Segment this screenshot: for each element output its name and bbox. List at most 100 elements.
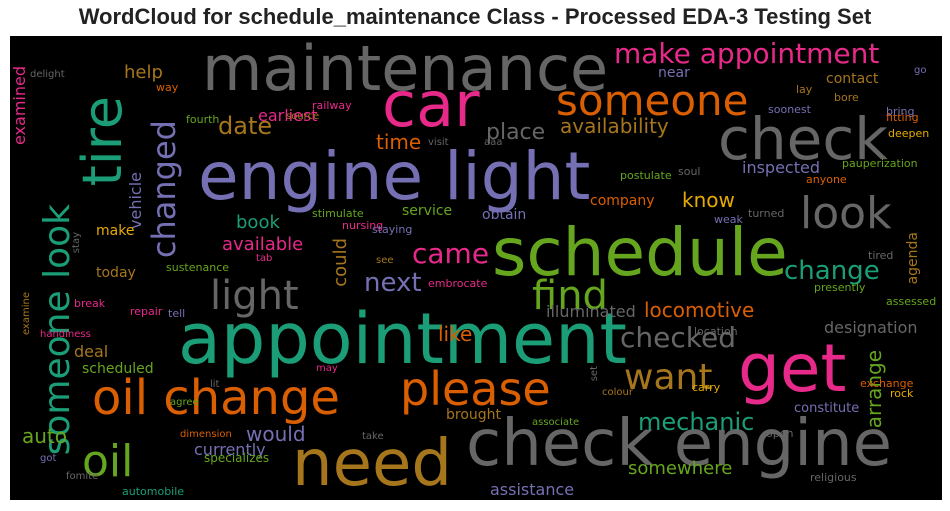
word: source — [286, 111, 320, 122]
word: book — [236, 212, 280, 233]
word: agenda — [905, 232, 921, 285]
word: religious — [810, 471, 857, 484]
word: brought — [446, 407, 502, 423]
word: inspected — [742, 158, 820, 177]
word: check engine — [466, 407, 892, 481]
word: turned — [748, 207, 785, 220]
word: way — [156, 81, 179, 94]
word: somewhere — [628, 458, 733, 479]
word: dimension — [180, 429, 232, 440]
word: illuminated — [546, 302, 636, 321]
chart-title: WordCloud for schedule_maintenance Class… — [78, 4, 872, 29]
word: open — [766, 427, 794, 440]
word: assistance — [490, 480, 575, 499]
word: time — [376, 130, 422, 154]
word: go — [914, 65, 927, 76]
word: scheduled — [82, 361, 154, 377]
word: agree — [170, 397, 199, 408]
word: embrocate — [428, 277, 488, 290]
word: presently — [814, 281, 866, 294]
word: handiness — [40, 329, 91, 340]
word: know — [682, 188, 735, 212]
word: fourth — [186, 113, 220, 126]
word: contact — [826, 71, 879, 87]
word: check — [718, 105, 888, 173]
word: designation — [824, 318, 918, 337]
word: repair — [130, 305, 163, 318]
word: take — [362, 431, 384, 442]
word: examine — [21, 292, 32, 336]
word: visit — [428, 137, 449, 148]
word: need — [292, 427, 452, 500]
word: tab — [256, 253, 273, 264]
word: exchange — [860, 377, 914, 390]
word: available — [222, 234, 304, 255]
word: today — [96, 265, 136, 281]
word: checked — [620, 321, 736, 354]
word: make — [96, 223, 135, 239]
word: car — [382, 68, 480, 141]
word: place — [486, 120, 546, 145]
word: postulate — [620, 169, 672, 182]
word: near — [658, 65, 690, 81]
word: tell — [168, 307, 186, 320]
word: earliest — [258, 106, 318, 125]
word: would — [246, 422, 306, 446]
word: came — [412, 237, 490, 270]
word: obtain — [482, 207, 527, 223]
word: stay — [71, 232, 82, 254]
word: break — [74, 297, 106, 310]
word: currently — [194, 440, 266, 459]
word: nursing — [342, 219, 384, 232]
word: associate — [532, 417, 580, 428]
word: got — [40, 453, 57, 464]
word: appointment — [178, 298, 627, 380]
word: find — [532, 273, 608, 319]
word: change — [784, 256, 880, 286]
word: colour — [602, 387, 633, 398]
word: vehicle — [126, 172, 145, 229]
word: deepen — [888, 127, 930, 140]
word: lit — [210, 379, 220, 390]
word: availability — [560, 114, 669, 138]
word: set — [589, 366, 600, 382]
word: deal — [74, 342, 109, 361]
word: changed — [145, 120, 183, 259]
word: auto — [22, 424, 68, 448]
word: sustenance — [166, 261, 230, 274]
word: staying — [372, 223, 413, 236]
word: weak — [714, 213, 743, 226]
word: pauperization — [842, 157, 918, 170]
word: oil change — [92, 370, 340, 426]
word: soonest — [768, 103, 811, 116]
word: specializes — [204, 451, 270, 465]
word: delight — [30, 69, 65, 80]
word: stimulate — [312, 207, 364, 220]
word: tire — [71, 96, 134, 187]
word: fomite — [66, 471, 99, 482]
word: assessed — [886, 295, 937, 308]
word: like — [438, 322, 473, 346]
word: railway — [312, 99, 352, 112]
word: want — [624, 357, 713, 398]
word: aaa — [484, 137, 503, 148]
word: could — [330, 238, 351, 287]
word: rock — [890, 387, 914, 400]
word: constitute — [794, 401, 860, 416]
word: engine light — [198, 138, 591, 215]
word: company — [590, 193, 655, 209]
word: automobile — [122, 485, 185, 498]
word: soul — [678, 165, 701, 178]
word: make appointment — [614, 37, 880, 70]
word-cloud: engine light schedule appointment mainte… — [10, 36, 942, 500]
word: light — [210, 273, 299, 319]
word: locomotive — [644, 298, 755, 322]
word: anyone — [806, 173, 847, 186]
word: get — [738, 330, 847, 407]
word: service — [402, 203, 453, 219]
word: maintenance — [202, 36, 609, 105]
word: next — [364, 268, 422, 298]
word: date — [218, 112, 273, 140]
word: bring — [886, 105, 915, 118]
word: oil — [82, 436, 134, 487]
